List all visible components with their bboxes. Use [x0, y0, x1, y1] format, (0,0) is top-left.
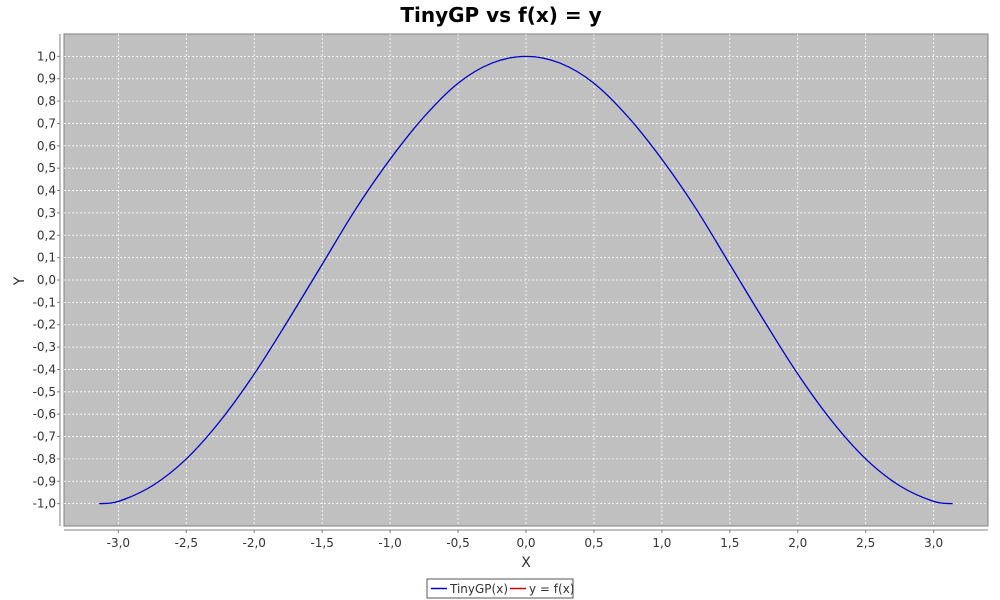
y-tick-label: -0,7 — [33, 430, 56, 444]
y-tick-label: 0,9 — [37, 72, 56, 86]
y-tick-labels: -1,0 -0,9 -0,8 -0,7 -0,6 -0,5 -0,4 -0,3 -0,2 -0,1… — [33, 49, 56, 510]
y-tick-label: 0,1 — [37, 251, 56, 265]
chart-title: TinyGP vs f(x) = y — [400, 3, 601, 27]
x-tick-label: 1,5 — [720, 536, 739, 550]
y-tick-label: 0,5 — [37, 161, 56, 175]
x-tick-label: 2,5 — [856, 536, 875, 550]
legend-box — [426, 578, 574, 599]
y-tick-label: 0,7 — [37, 116, 56, 130]
y-tick-label: 0,2 — [37, 228, 56, 242]
x-tick-label: -3,0 — [107, 536, 130, 550]
legend-label-fx: y = f(x) — [529, 582, 574, 596]
y-tick-label: -0,4 — [33, 362, 56, 376]
y-tick-label: -0,3 — [33, 340, 56, 354]
y-tick-label: 0,3 — [37, 206, 56, 220]
x-tick-label: -2,0 — [243, 536, 266, 550]
y-tick-label: -0,1 — [33, 295, 56, 309]
x-tick-label: 1,0 — [652, 536, 671, 550]
y-tick-label: -0,2 — [33, 318, 56, 332]
y-tick-label: -0,6 — [33, 407, 56, 421]
axes — [57, 34, 988, 533]
legend: TinyGP(x) y = f(x) — [426, 578, 574, 599]
x-tick-label: 2,0 — [788, 536, 807, 550]
y-tick-label: 0,0 — [37, 273, 56, 287]
y-tick-label: 1,0 — [37, 49, 56, 63]
x-tick-label: 3,0 — [924, 536, 943, 550]
y-tick-label: 0,6 — [37, 139, 56, 153]
y-tick-label: -0,5 — [33, 385, 56, 399]
x-tick-label: 0,5 — [584, 536, 603, 550]
y-tick-label: 0,4 — [37, 184, 56, 198]
series-line-0 — [99, 55, 953, 505]
y-tick-label: -0,8 — [33, 452, 56, 466]
x-tick-label: -1,5 — [310, 536, 333, 550]
y-axis-label: Y — [12, 276, 28, 286]
y-tick-label: -1,0 — [33, 497, 56, 511]
y-tick-label: -0,9 — [33, 474, 56, 488]
series-lines — [99, 55, 953, 505]
x-tick-label: -1,0 — [378, 536, 401, 550]
x-axis-label: X — [521, 555, 531, 571]
x-tick-label: 0,0 — [516, 536, 535, 550]
y-tick-label: 0,8 — [37, 94, 56, 108]
x-tick-label: -2,5 — [175, 536, 198, 550]
x-tick-label: -0,5 — [446, 536, 469, 550]
x-tick-labels: -3,0 -2,5 -2,0 -1,5 -1,0 -0,5 0,0 0,5 1,0 1,5 2,0 2… — [107, 536, 944, 550]
grid-lines — [64, 34, 988, 526]
legend-label-tinygp: TinyGP(x) — [449, 582, 508, 596]
